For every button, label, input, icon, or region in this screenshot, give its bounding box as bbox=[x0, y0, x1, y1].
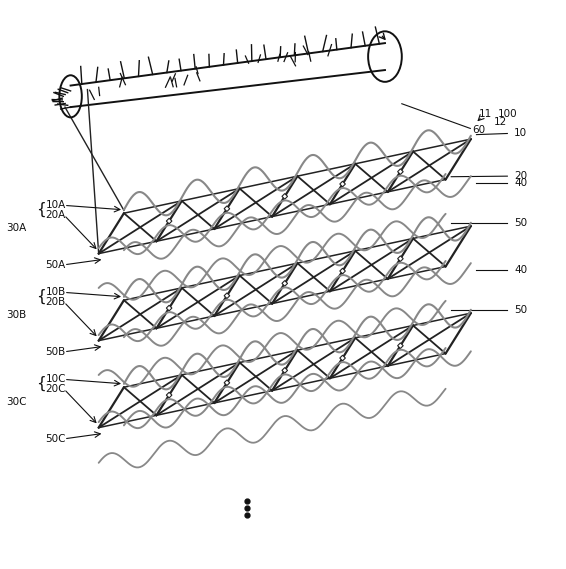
Text: {: { bbox=[37, 202, 46, 217]
Text: 50C: 50C bbox=[45, 434, 66, 444]
Polygon shape bbox=[166, 306, 172, 311]
Text: {: { bbox=[37, 289, 46, 304]
Text: 20A: 20A bbox=[45, 210, 66, 220]
Polygon shape bbox=[397, 169, 403, 175]
Text: 50: 50 bbox=[514, 218, 527, 228]
Polygon shape bbox=[397, 256, 403, 262]
Polygon shape bbox=[340, 355, 345, 361]
Polygon shape bbox=[340, 268, 345, 274]
Text: 30A: 30A bbox=[7, 223, 27, 233]
Polygon shape bbox=[282, 193, 288, 199]
Polygon shape bbox=[166, 392, 172, 398]
Text: 50: 50 bbox=[514, 305, 527, 315]
Text: 30C: 30C bbox=[6, 397, 27, 407]
Text: 12: 12 bbox=[494, 117, 507, 127]
Text: 10C: 10C bbox=[45, 374, 66, 385]
Text: 40: 40 bbox=[514, 178, 527, 188]
Polygon shape bbox=[166, 218, 172, 224]
Polygon shape bbox=[340, 181, 345, 187]
Text: 20: 20 bbox=[514, 171, 527, 181]
Text: 10B: 10B bbox=[45, 287, 66, 298]
Polygon shape bbox=[282, 368, 288, 373]
Text: 30B: 30B bbox=[7, 310, 27, 320]
Text: 50A: 50A bbox=[45, 260, 66, 270]
Text: 20B: 20B bbox=[45, 297, 66, 307]
Text: 10: 10 bbox=[514, 129, 527, 138]
Text: 10A: 10A bbox=[45, 200, 66, 211]
Text: 20C: 20C bbox=[45, 384, 66, 394]
Text: 11: 11 bbox=[479, 109, 492, 119]
Text: 100: 100 bbox=[498, 109, 517, 119]
Polygon shape bbox=[224, 380, 230, 386]
Polygon shape bbox=[282, 281, 288, 286]
Polygon shape bbox=[224, 293, 230, 299]
Text: 60: 60 bbox=[472, 125, 485, 135]
Text: {: { bbox=[37, 376, 46, 391]
Text: 40: 40 bbox=[514, 265, 527, 275]
Polygon shape bbox=[224, 206, 230, 212]
Polygon shape bbox=[397, 343, 403, 348]
Text: 50B: 50B bbox=[45, 347, 66, 357]
